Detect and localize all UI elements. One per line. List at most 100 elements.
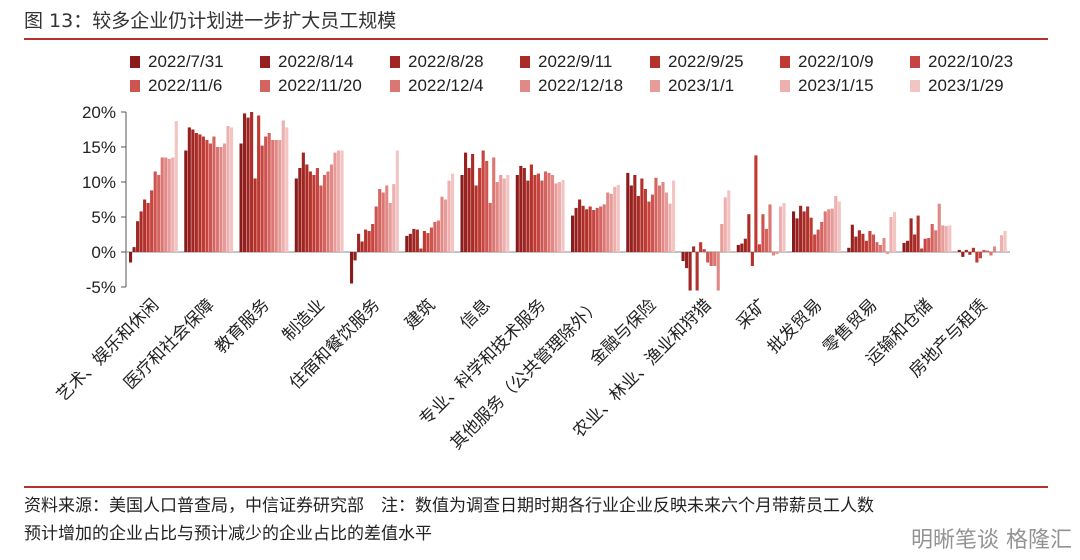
bar <box>322 175 327 252</box>
bar <box>364 229 368 252</box>
legend-label: 2023/1/1 <box>668 76 735 95</box>
bar <box>629 185 633 252</box>
legend-swatch <box>910 56 920 68</box>
bar <box>360 241 364 252</box>
bar <box>129 252 133 263</box>
bar <box>585 209 589 252</box>
bar <box>274 140 278 252</box>
bar <box>298 168 302 252</box>
bar <box>174 121 178 252</box>
legend-swatch <box>260 80 270 92</box>
bar <box>467 168 471 252</box>
bar <box>989 252 993 256</box>
bar <box>702 249 706 252</box>
bar <box>415 229 419 252</box>
bar <box>782 203 786 252</box>
bar <box>816 229 820 252</box>
bar <box>837 201 841 252</box>
bar <box>278 140 282 252</box>
bar <box>809 217 813 252</box>
legend-swatch <box>130 56 140 68</box>
bar <box>654 177 658 252</box>
bar <box>795 218 799 252</box>
bar <box>533 175 537 252</box>
bar <box>971 247 975 252</box>
y-tick-label: 5% <box>91 208 116 227</box>
bar <box>688 252 692 291</box>
bar <box>1003 231 1007 252</box>
bar <box>478 168 482 252</box>
bar <box>864 240 868 252</box>
bar <box>902 242 906 252</box>
bar <box>294 178 298 252</box>
bar <box>957 249 961 252</box>
y-tick-label: 20% <box>82 103 116 122</box>
legend-label: 2022/10/9 <box>798 52 874 71</box>
bar <box>336 150 341 252</box>
bar <box>720 224 724 252</box>
bar <box>736 245 740 252</box>
bar <box>167 158 171 252</box>
bar <box>802 211 806 252</box>
bar <box>757 244 761 252</box>
bar <box>923 238 927 252</box>
legend-label: 2022/8/14 <box>278 52 354 71</box>
bar <box>388 203 392 252</box>
bar <box>975 252 979 263</box>
y-tick-label: 15% <box>82 138 116 157</box>
top-rule <box>24 38 1048 40</box>
bar <box>215 147 220 252</box>
legend-label: 2022/10/23 <box>928 52 1014 71</box>
bar <box>422 231 426 252</box>
bar <box>281 120 285 253</box>
legend-label: 2022/8/28 <box>408 52 484 71</box>
bar <box>941 225 945 252</box>
bar <box>547 172 551 252</box>
legend-item: 2023/1/1 <box>650 76 734 96</box>
legend-item: 2023/1/29 <box>910 76 1004 96</box>
bar <box>540 180 544 252</box>
legend-swatch <box>650 56 660 68</box>
x-category-label: 制造业 <box>279 295 329 345</box>
bar <box>187 127 191 252</box>
bar <box>146 203 150 252</box>
bar <box>267 133 271 252</box>
bar <box>550 175 555 252</box>
bar <box>713 252 717 266</box>
bar <box>799 205 803 252</box>
bar <box>160 157 164 252</box>
bar <box>792 211 796 252</box>
bar <box>471 154 475 252</box>
bar <box>771 252 776 256</box>
bar <box>643 189 647 252</box>
bar <box>727 190 731 252</box>
bar <box>243 113 247 253</box>
bar <box>574 207 578 252</box>
bar <box>219 147 223 252</box>
bar <box>650 194 654 252</box>
bar <box>506 175 510 252</box>
bar <box>633 175 637 252</box>
bar <box>429 227 433 252</box>
legend-swatch <box>130 80 140 92</box>
bar <box>357 233 361 252</box>
bar <box>961 252 965 257</box>
bar <box>326 171 330 252</box>
bar <box>671 180 676 252</box>
bar <box>271 140 275 252</box>
legend-item: 2022/9/11 <box>520 52 612 72</box>
bar <box>578 199 582 252</box>
legend-swatch <box>910 80 920 92</box>
bar <box>519 165 523 252</box>
legend-item: 2023/1/15 <box>780 76 874 96</box>
figure-title: 图 13：较多企业仍计划进一步扩大员工规模 <box>24 10 397 32</box>
bar <box>378 189 382 252</box>
bar <box>968 252 972 255</box>
bar <box>526 180 530 252</box>
bar <box>944 226 948 252</box>
legend-label: 2022/9/11 <box>538 52 613 71</box>
bar <box>827 209 831 252</box>
bar <box>395 150 399 252</box>
bar <box>419 248 423 252</box>
